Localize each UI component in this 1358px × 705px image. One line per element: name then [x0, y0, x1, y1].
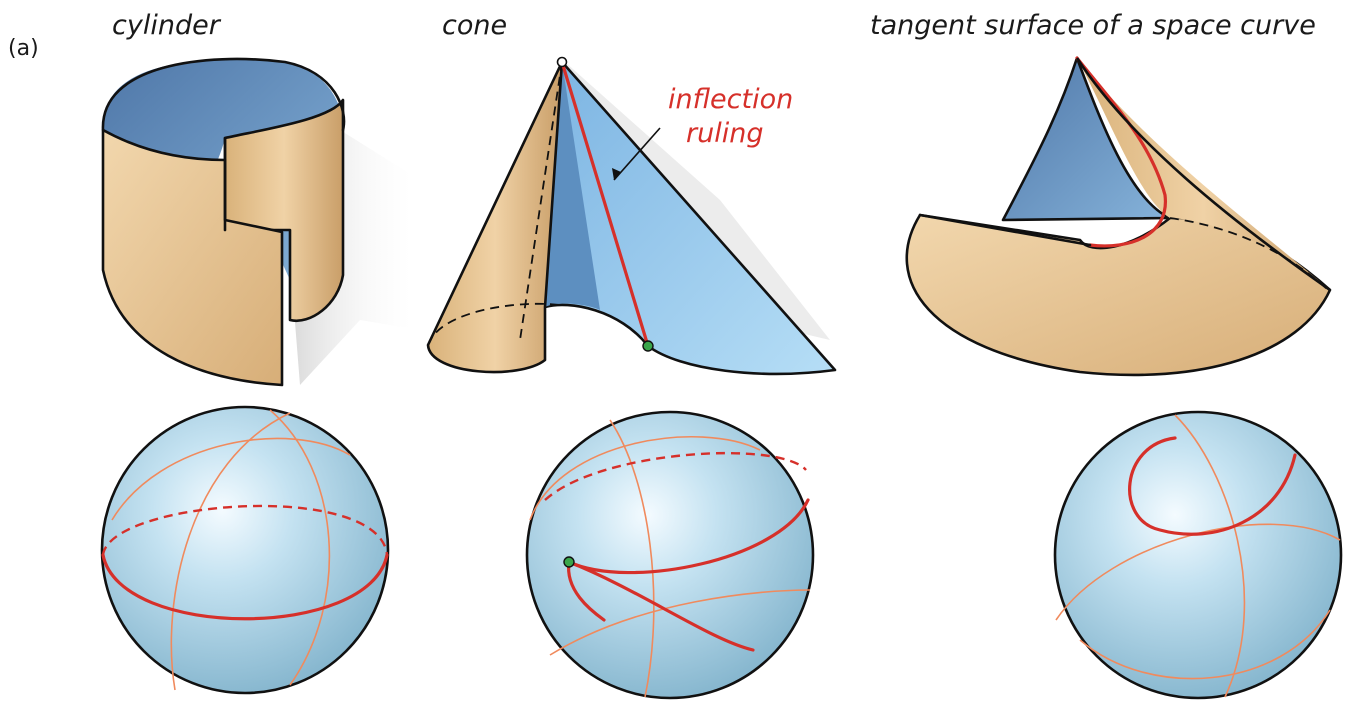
- sphere2-inflection-point: [563, 556, 575, 568]
- sphere-cylinder-body: [100, 405, 390, 695]
- annotation-arrowhead: [612, 168, 621, 180]
- sphere2-gauss-curve-lower: [567, 560, 755, 652]
- sphere1-meridian-b: [111, 437, 351, 521]
- sphere3-meridian-b: [1174, 414, 1246, 698]
- cylinder-illustration: [101, 57, 420, 387]
- sphere2-gauss-curve-tail: [567, 560, 606, 622]
- sphere3-gauss-spiral: [1128, 436, 1297, 536]
- edge-of-regression: [1075, 56, 1167, 248]
- panel-label: (a): [8, 36, 39, 61]
- tangent-outline-right: [1075, 57, 1331, 292]
- sphere2-meridian-a: [529, 435, 761, 521]
- sphere-cylinder: [100, 405, 390, 695]
- sphere-cone: [525, 410, 815, 700]
- sphere1-meridian-c: [269, 409, 331, 686]
- sphere1-equator: [101, 553, 389, 621]
- cylinder-right-panel: [223, 98, 345, 323]
- title-tangent-surface: tangent surface of a space curve: [870, 10, 1316, 41]
- sphere2-gauss-curve-upper: [567, 498, 810, 575]
- title-cylinder: cylinder: [112, 10, 222, 41]
- sphere1-meridian-a: [170, 412, 291, 691]
- cylinder-top-rim: [101, 57, 346, 132]
- cone-inflection-point: [642, 340, 654, 352]
- sphere2-meridian-b: [609, 419, 655, 698]
- sphere-cone-body: [525, 410, 815, 700]
- sphere2-hidden-curve: [544, 451, 807, 501]
- cone-inflection-ruling: [560, 60, 650, 348]
- title-cone: cone: [442, 10, 507, 41]
- cone-hidden-ruling: [519, 61, 563, 341]
- tangent-surface-illustration: [905, 56, 1332, 377]
- sphere3-meridian-c: [1079, 609, 1331, 680]
- cone-tan-surface: [426, 60, 564, 374]
- annotation-ruling: ruling: [686, 118, 763, 149]
- tangent-blue-fin: [1001, 56, 1172, 222]
- cone-shadow: [565, 62, 830, 340]
- sphere1-hidden-equator: [101, 504, 389, 556]
- cone-apex-point: [556, 56, 568, 68]
- annotation-inflection: inflection: [668, 84, 793, 115]
- cylinder-front-panel: [101, 128, 284, 387]
- annotation-arrow: [613, 127, 661, 181]
- sphere-tangent-body: [1053, 410, 1343, 700]
- cone-illustration: inflection ruling: [426, 56, 837, 376]
- sphere-tangent: [1053, 410, 1343, 700]
- cone-hidden-base: [427, 302, 561, 346]
- tangent-outline-ruling: [918, 213, 1092, 247]
- sphere2-meridian-c: [549, 589, 811, 656]
